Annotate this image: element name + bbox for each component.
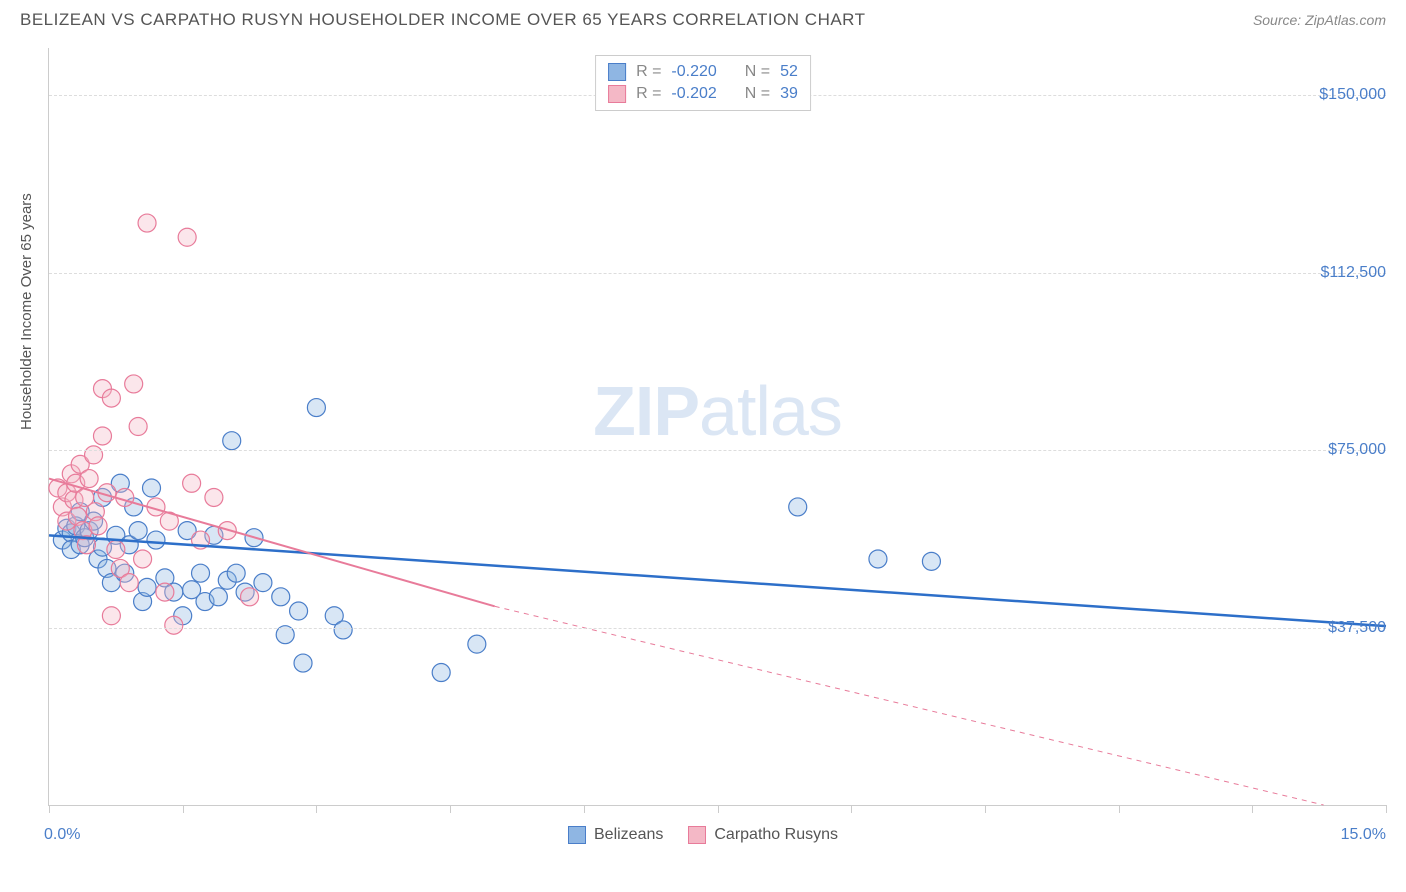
correlation-legend: R = -0.220 N = 52 R = -0.202 N = 39 <box>595 55 811 111</box>
legend-item-belizeans: Belizeans <box>568 826 663 844</box>
series-legend: Belizeans Carpatho Rusyns <box>568 826 838 844</box>
legend-row-carpatho: R = -0.202 N = 39 <box>608 83 798 105</box>
x-tick <box>183 805 184 813</box>
x-axis-min-label: 0.0% <box>44 826 80 844</box>
x-tick <box>1119 805 1120 813</box>
x-tick <box>584 805 585 813</box>
swatch-blue <box>608 63 626 81</box>
y-tick-label: $37,500 <box>1328 619 1386 637</box>
y-tick-label: $150,000 <box>1319 86 1386 104</box>
trend-line <box>49 535 1386 626</box>
legend-row-belizeans: R = -0.220 N = 52 <box>608 61 798 83</box>
trend-line-extrapolated <box>495 606 1324 805</box>
swatch-blue <box>568 826 586 844</box>
x-tick <box>1386 805 1387 813</box>
x-tick <box>718 805 719 813</box>
gridline <box>49 628 1386 629</box>
legend-item-carpatho: Carpatho Rusyns <box>688 826 838 844</box>
x-tick <box>985 805 986 813</box>
x-tick <box>1252 805 1253 813</box>
chart-plot-area: ZIPatlas <box>48 48 1386 806</box>
swatch-pink <box>688 826 706 844</box>
y-tick-label: $75,000 <box>1328 441 1386 459</box>
chart-title: BELIZEAN VS CARPATHO RUSYN HOUSEHOLDER I… <box>20 10 866 30</box>
x-tick <box>851 805 852 813</box>
y-tick-label: $112,500 <box>1320 264 1386 282</box>
x-axis-max-label: 15.0% <box>1341 826 1386 844</box>
source-label: Source: ZipAtlas.com <box>1253 12 1386 28</box>
x-tick <box>49 805 50 813</box>
x-tick <box>316 805 317 813</box>
swatch-pink <box>608 85 626 103</box>
y-axis-label: Householder Income Over 65 years <box>18 193 35 430</box>
gridline <box>49 273 1386 274</box>
x-tick <box>450 805 451 813</box>
gridline <box>49 450 1386 451</box>
scatter-svg <box>49 48 1386 805</box>
